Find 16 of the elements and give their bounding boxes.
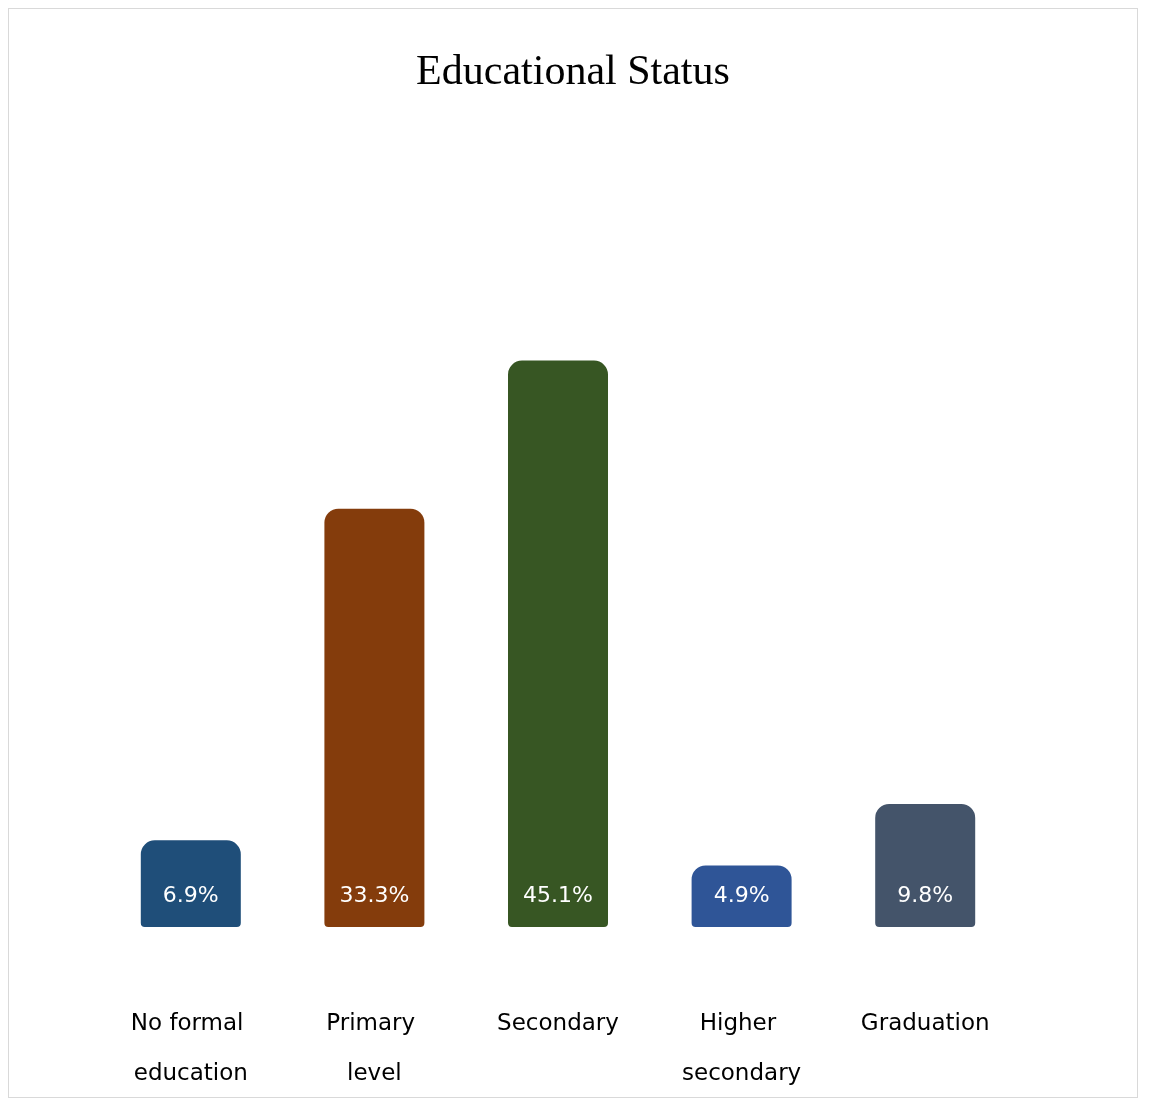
data-label: 33.3% [339, 881, 410, 907]
bar [691, 865, 792, 927]
x-tick-label: Primary level [326, 1009, 423, 1085]
bar [875, 803, 976, 927]
data-label: 9.8% [897, 881, 954, 907]
x-tick-label: No formal education [130, 1009, 251, 1085]
data-label: 6.9% [162, 881, 219, 907]
bar [508, 360, 608, 927]
x-tick-label: Higher secondary [682, 1009, 802, 1085]
bar [140, 840, 241, 927]
data-label: 4.9% [713, 881, 770, 907]
x-tick-label: Graduation [860, 1009, 990, 1035]
chart-title: Educational Status [416, 47, 730, 93]
x-tick-label: Secondary [497, 1009, 619, 1035]
data-label: 45.1% [523, 881, 593, 907]
bar [324, 508, 425, 927]
